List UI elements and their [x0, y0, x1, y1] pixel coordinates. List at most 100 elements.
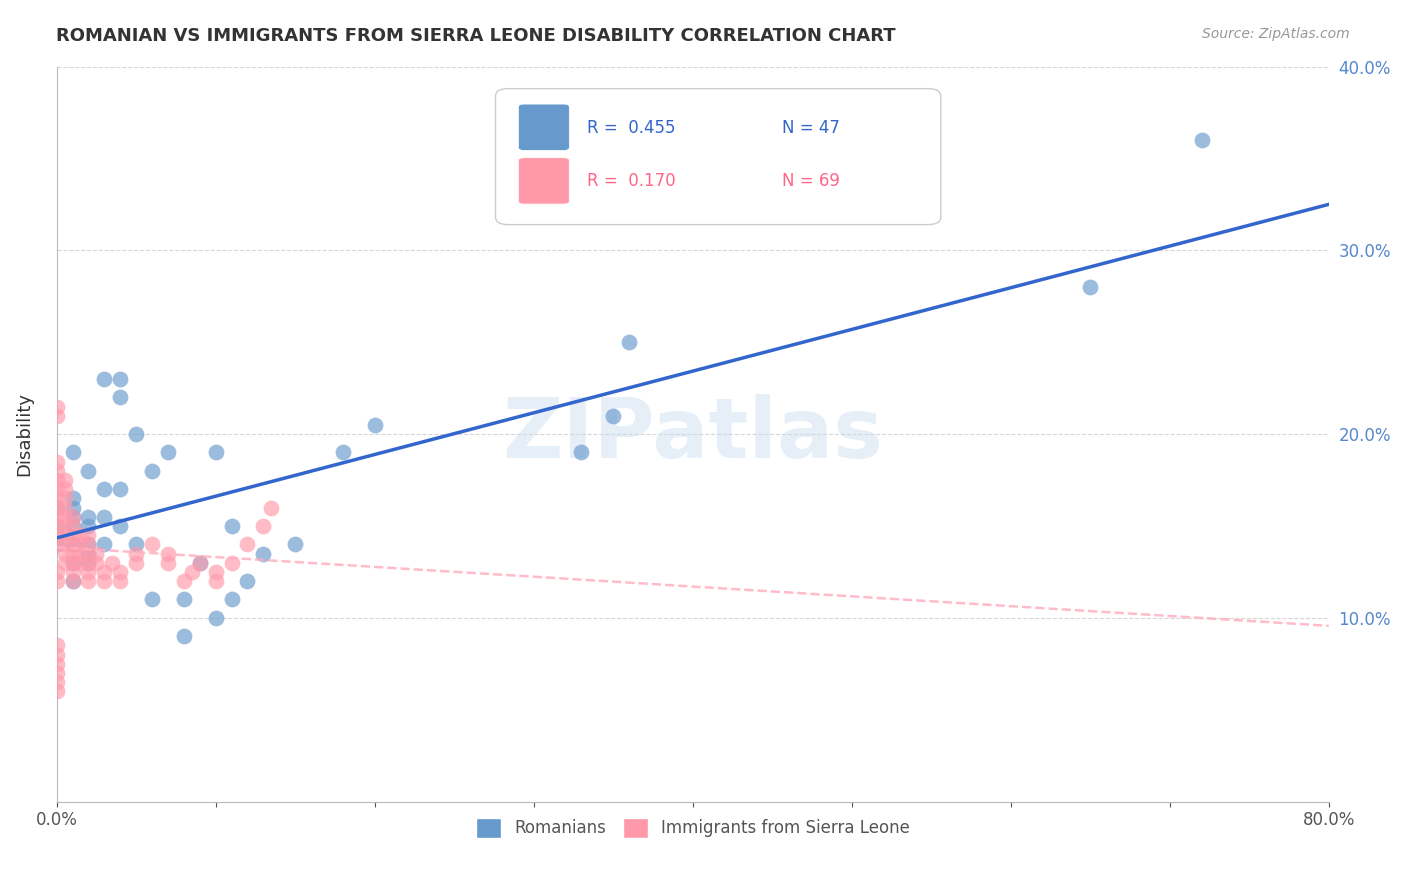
- Point: [45, 657, 67, 671]
- Text: N = 47: N = 47: [782, 119, 839, 136]
- Point: [45, 537, 67, 551]
- Point: [62, 528, 84, 542]
- Point: [77, 547, 100, 561]
- Text: R =  0.170: R = 0.170: [588, 172, 676, 190]
- Point: [173, 592, 195, 607]
- Point: [77, 565, 100, 579]
- Point: [69, 556, 91, 570]
- Point: [221, 592, 243, 607]
- Point: [93, 565, 115, 579]
- Point: [252, 547, 274, 561]
- Point: [45, 565, 67, 579]
- Point: [62, 519, 84, 533]
- Point: [204, 445, 226, 459]
- Point: [252, 519, 274, 533]
- Point: [221, 519, 243, 533]
- Point: [62, 574, 84, 588]
- Point: [173, 574, 195, 588]
- Point: [45, 537, 67, 551]
- FancyBboxPatch shape: [519, 104, 569, 151]
- FancyBboxPatch shape: [495, 88, 941, 225]
- Point: [45, 684, 67, 698]
- Point: [110, 390, 132, 404]
- Point: [125, 427, 148, 442]
- Point: [221, 556, 243, 570]
- Point: [602, 409, 624, 423]
- Point: [204, 611, 226, 625]
- FancyBboxPatch shape: [519, 158, 569, 204]
- Point: [62, 509, 84, 524]
- Point: [62, 556, 84, 570]
- Point: [188, 556, 211, 570]
- Point: [1078, 280, 1101, 294]
- Point: [53, 509, 76, 524]
- Point: [62, 537, 84, 551]
- Point: [156, 547, 179, 561]
- Point: [53, 556, 76, 570]
- Point: [156, 556, 179, 570]
- Point: [45, 519, 67, 533]
- Point: [569, 445, 592, 459]
- Point: [53, 482, 76, 496]
- Text: Source: ZipAtlas.com: Source: ZipAtlas.com: [1202, 27, 1350, 41]
- Point: [77, 537, 100, 551]
- Text: N = 69: N = 69: [782, 172, 839, 190]
- Point: [62, 500, 84, 515]
- Point: [45, 400, 67, 414]
- Point: [69, 528, 91, 542]
- Point: [53, 500, 76, 515]
- Point: [260, 500, 283, 515]
- Point: [77, 547, 100, 561]
- Point: [45, 519, 67, 533]
- Point: [93, 482, 115, 496]
- Point: [53, 547, 76, 561]
- Point: [45, 500, 67, 515]
- Point: [204, 574, 226, 588]
- Point: [125, 547, 148, 561]
- Point: [125, 537, 148, 551]
- Point: [45, 455, 67, 469]
- Point: [110, 565, 132, 579]
- Point: [45, 473, 67, 487]
- Point: [284, 537, 307, 551]
- Point: [62, 509, 84, 524]
- Point: [156, 445, 179, 459]
- Point: [53, 537, 76, 551]
- Point: [45, 509, 67, 524]
- Point: [93, 537, 115, 551]
- Point: [110, 482, 132, 496]
- Point: [62, 491, 84, 506]
- Point: [69, 547, 91, 561]
- Point: [45, 491, 67, 506]
- Text: R =  0.455: R = 0.455: [588, 119, 676, 136]
- Point: [69, 537, 91, 551]
- Point: [363, 417, 385, 432]
- Point: [45, 675, 67, 690]
- Point: [45, 464, 67, 478]
- Point: [62, 547, 84, 561]
- Point: [62, 565, 84, 579]
- Point: [93, 372, 115, 386]
- Point: [173, 629, 195, 643]
- Point: [62, 445, 84, 459]
- Point: [86, 556, 108, 570]
- Legend: Romanians, Immigrants from Sierra Leone: Romanians, Immigrants from Sierra Leone: [470, 811, 917, 845]
- Point: [53, 519, 76, 533]
- Point: [77, 464, 100, 478]
- Point: [53, 528, 76, 542]
- Point: [141, 592, 163, 607]
- Point: [93, 509, 115, 524]
- Point: [77, 556, 100, 570]
- Point: [101, 556, 124, 570]
- Point: [45, 648, 67, 662]
- Point: [45, 639, 67, 653]
- Point: [62, 556, 84, 570]
- Point: [62, 537, 84, 551]
- Text: ROMANIAN VS IMMIGRANTS FROM SIERRA LEONE DISABILITY CORRELATION CHART: ROMANIAN VS IMMIGRANTS FROM SIERRA LEONE…: [56, 27, 896, 45]
- Point: [45, 574, 67, 588]
- Point: [62, 574, 84, 588]
- Point: [110, 372, 132, 386]
- Point: [110, 574, 132, 588]
- Y-axis label: Disability: Disability: [15, 392, 32, 476]
- Point: [45, 409, 67, 423]
